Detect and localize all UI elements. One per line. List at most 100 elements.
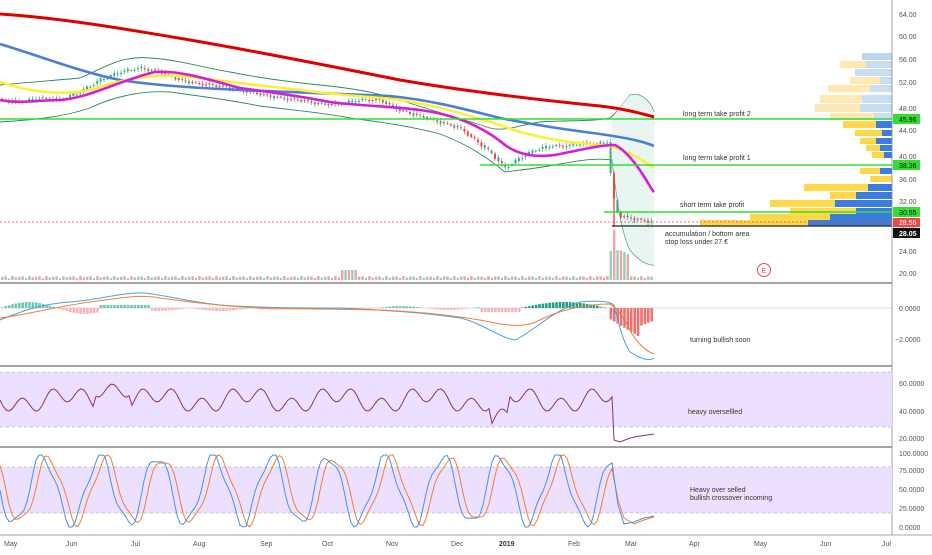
candle-body	[491, 151, 493, 154]
candle-body	[297, 99, 299, 100]
volume-bar	[178, 278, 180, 280]
volume-bar	[18, 277, 20, 280]
volume-bar	[436, 276, 438, 280]
candle-body	[470, 134, 472, 137]
time-axis[interactable]: May Jun Jul Aug Sep Oct Nov Dec 2019 Feb…	[4, 541, 891, 548]
earnings-marker[interactable]: E	[758, 264, 771, 277]
macd-histogram-bar	[208, 308, 211, 311]
macd-pane[interactable]: turning bullish soon	[0, 293, 892, 360]
volume-bar	[644, 278, 646, 280]
volume-bar	[222, 277, 224, 280]
volume-bar	[620, 251, 622, 280]
macd-histogram-bar	[429, 308, 432, 309]
candle-body	[103, 79, 105, 80]
candle-body	[406, 111, 408, 112]
volume-bar	[263, 278, 265, 280]
candle-body	[287, 98, 289, 100]
bollinger-lower	[0, 92, 654, 265]
volume-bar	[181, 276, 183, 280]
candle-body	[76, 94, 78, 95]
annotation-accumulation: accumulation / bottom area	[665, 231, 750, 238]
volume-bar	[256, 277, 258, 280]
volume-bar	[599, 277, 601, 280]
macd-histogram-bar	[171, 308, 174, 310]
macd-histogram-bar	[630, 308, 633, 332]
volume-bar	[457, 278, 459, 280]
candle-body	[348, 101, 350, 103]
candle-body	[355, 102, 357, 103]
rsi-axis-label: 40.0000	[899, 409, 924, 416]
candle-body	[382, 100, 384, 102]
volume-bar	[191, 276, 193, 280]
candle-body	[222, 86, 224, 87]
macd-histogram-bar	[205, 308, 208, 310]
macd-histogram-bar	[113, 305, 116, 308]
volume-bar	[242, 276, 244, 280]
macd-histogram-bar	[508, 308, 511, 312]
volume-bar	[270, 278, 272, 280]
macd-histogram-bar	[32, 302, 35, 308]
volume-bar	[508, 278, 510, 280]
volume-bar	[640, 276, 642, 280]
macd-histogram-bar	[178, 308, 181, 309]
candle-body	[127, 69, 129, 71]
volume-bar	[4, 276, 6, 280]
volume-bar	[215, 276, 217, 280]
macd-histogram-bar	[412, 307, 415, 308]
macd-histogram-bar	[484, 308, 487, 312]
macd-axis-label: 0.0000	[899, 306, 921, 313]
time-axis-label: Aug	[193, 541, 206, 548]
candle-body	[198, 83, 200, 84]
candle-body	[521, 158, 523, 159]
stoch-pane[interactable]: Heavy over selled bullish crossover inco…	[0, 455, 892, 527]
volume-bar	[100, 277, 102, 280]
price-tag-tp1-label: 38.36	[899, 163, 917, 170]
ma-100-blue	[0, 44, 654, 146]
candle-body	[409, 112, 411, 114]
volume-bar	[83, 277, 85, 280]
annotation-rsi: heavy oversellled	[688, 409, 742, 416]
price-tag-tp2: 45.96	[893, 114, 920, 124]
rsi-pane[interactable]: heavy oversellled	[0, 372, 892, 442]
candle-body	[72, 94, 74, 96]
macd-histogram-bar	[11, 304, 14, 308]
volume-bar	[613, 230, 615, 280]
volume-bar	[96, 276, 98, 280]
volume-bar	[300, 276, 302, 280]
candle-body	[215, 85, 217, 87]
macd-histogram-bar	[525, 307, 528, 308]
macd-histogram-bar	[623, 308, 626, 328]
macd-histogram-bar	[443, 308, 446, 310]
macd-histogram-bar	[242, 308, 245, 309]
macd-histogram-bar	[28, 302, 31, 308]
macd-histogram-bar	[198, 308, 201, 310]
macd-histogram-bar	[222, 308, 225, 311]
macd-histogram-bar	[106, 305, 109, 308]
price-tag-short-tp-label: 30.55	[899, 210, 917, 217]
price-pane[interactable]: long term take profit 2 long term take p…	[0, 14, 892, 280]
volume-bar	[195, 278, 197, 280]
price-axis[interactable]: 64.00 60.00 56.00 52.00 48.00 44.00 40.0…	[893, 12, 928, 532]
price-tag-stop-label: 28.05	[899, 231, 917, 238]
candle-body	[525, 156, 527, 157]
volume-bar	[518, 278, 520, 280]
macd-histogram-bar	[76, 308, 79, 313]
candle-body	[259, 93, 261, 95]
volume-bar	[307, 277, 309, 280]
candle-body	[293, 98, 295, 99]
candle-body	[32, 99, 34, 100]
candle-body	[327, 104, 329, 105]
volume-bar	[623, 252, 625, 280]
candle-body	[181, 79, 183, 80]
candle-body	[599, 142, 601, 144]
volume-bar	[555, 276, 557, 280]
volume-bar	[341, 270, 343, 280]
macd-histogram-bar	[514, 308, 517, 312]
volume-bar	[45, 276, 47, 280]
volume-bar	[327, 276, 329, 280]
macd-histogram-bar	[96, 308, 99, 313]
candle-body	[392, 105, 394, 106]
volume-bar	[569, 278, 571, 280]
candle-body	[531, 150, 533, 153]
